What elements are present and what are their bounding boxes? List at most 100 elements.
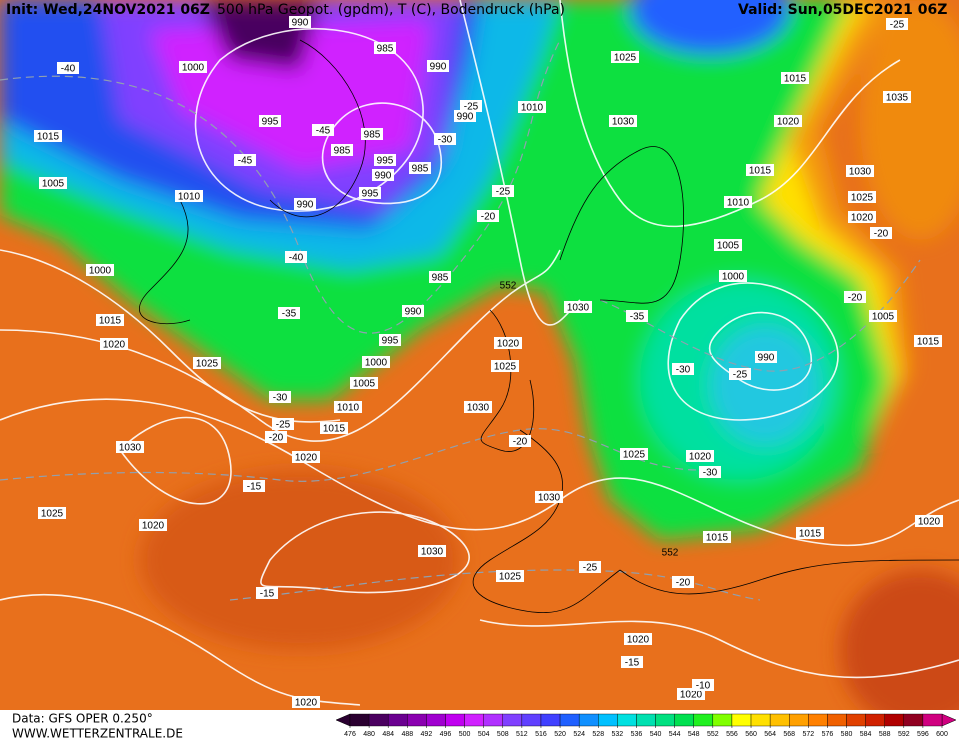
pressure-label: 1010 bbox=[337, 403, 360, 414]
pressure-label-box bbox=[848, 211, 876, 223]
temperature-label: -40 bbox=[61, 64, 76, 75]
pressure-label: 1020 bbox=[295, 453, 318, 464]
pressure-label-box bbox=[292, 451, 320, 463]
colorbar-tick-label: 536 bbox=[631, 731, 643, 738]
colorbar-swatch bbox=[827, 713, 847, 727]
colorbar-tick-label: 488 bbox=[401, 731, 413, 738]
colorbar-tick-label: 576 bbox=[822, 731, 834, 738]
pressure-label-box bbox=[755, 351, 777, 363]
colorbar-tick-label: 508 bbox=[497, 731, 509, 738]
colorbar-tick-label: 512 bbox=[516, 731, 528, 738]
pressure-label: 990 bbox=[297, 200, 314, 211]
pressure-label-box bbox=[846, 165, 874, 177]
pressure-label-box bbox=[624, 633, 652, 645]
pressure-label-box bbox=[746, 164, 774, 176]
pressure-label-box bbox=[869, 310, 897, 322]
pressure-label: 1000 bbox=[365, 358, 388, 369]
pressure-label: 1025 bbox=[494, 362, 517, 373]
temperature-label: -20 bbox=[513, 437, 528, 448]
colorbar-swatch bbox=[578, 713, 599, 727]
pressure-label: 1025 bbox=[196, 359, 219, 370]
temperature-label-box bbox=[729, 368, 751, 380]
pressure-label: 1005 bbox=[42, 179, 65, 190]
colorbar-tick-label: 500 bbox=[459, 731, 471, 738]
temperature-label-box bbox=[672, 576, 694, 588]
pressure-label-box bbox=[564, 301, 592, 313]
pressure-label: 1015 bbox=[917, 337, 940, 348]
colorbar-tick-label: 556 bbox=[726, 731, 738, 738]
pressure-label: 1030 bbox=[612, 117, 635, 128]
colorbar-tick-label: 476 bbox=[344, 731, 356, 738]
colorbar-tick-label: 568 bbox=[783, 731, 795, 738]
site-name: WWW.WETTERZENTRALE.DE bbox=[12, 727, 183, 741]
colorbar-tick-label: 548 bbox=[688, 731, 700, 738]
temperature-label: -20 bbox=[874, 229, 889, 240]
temperature-label-box bbox=[692, 679, 714, 691]
temperature-label-box bbox=[269, 391, 291, 403]
pressure-label: 1020 bbox=[295, 698, 318, 709]
temperature-label: -40 bbox=[289, 253, 304, 264]
temperature-label-box bbox=[844, 291, 866, 303]
pressure-label: 990 bbox=[430, 62, 447, 73]
colorbar-swatch bbox=[884, 713, 905, 727]
colorbar-tick-label: 520 bbox=[554, 731, 566, 738]
pressure-label-box bbox=[686, 450, 714, 462]
pressure-label: 1025 bbox=[41, 509, 64, 520]
map-labels: 990 985 1000 990 1015 1025 1035 1010 990 995 985 10… bbox=[34, 16, 943, 709]
pressure-label-box bbox=[883, 91, 911, 103]
temperature-label: -20 bbox=[848, 293, 863, 304]
pressure-label-box bbox=[292, 696, 320, 708]
pressure-label: 1020 bbox=[142, 521, 165, 532]
pressure-label: 1000 bbox=[722, 272, 745, 283]
pressure-label: 1020 bbox=[918, 517, 941, 528]
pressure-label-box bbox=[372, 169, 394, 181]
temperature-label: -15 bbox=[260, 589, 275, 600]
temperature-label: -45 bbox=[316, 126, 331, 137]
temperature-label: -30 bbox=[676, 365, 691, 376]
pressure-label: 1000 bbox=[182, 63, 205, 74]
colorbar-swatch bbox=[445, 713, 465, 727]
temperature-label: -30 bbox=[438, 135, 453, 146]
pressure-label: 1015 bbox=[99, 316, 122, 327]
pressure-label: 995 bbox=[377, 156, 394, 167]
colorbar-swatch bbox=[731, 713, 752, 727]
colorbar-swatch bbox=[559, 713, 580, 727]
temperature-label: -25 bbox=[276, 420, 291, 431]
temperature-label-box bbox=[243, 480, 265, 492]
colorbar-tick-label: 524 bbox=[573, 731, 585, 738]
pressure-label-box bbox=[611, 51, 639, 63]
colorbar-tick-label: 564 bbox=[764, 731, 776, 738]
coastlines bbox=[139, 39, 959, 613]
temperature-label-box bbox=[477, 210, 499, 222]
pressure-label: 1015 bbox=[749, 166, 772, 177]
colorbar-swatch bbox=[693, 713, 714, 727]
temperature-label-box bbox=[886, 18, 908, 30]
colorbar-tick-label: 516 bbox=[535, 731, 547, 738]
temperature-label-box bbox=[621, 656, 643, 668]
geopotential-label: 552 bbox=[500, 281, 517, 292]
temperature-label-box bbox=[312, 124, 334, 136]
pressure-label: 1020 bbox=[689, 452, 712, 463]
temperature-label: -25 bbox=[496, 187, 511, 198]
pressure-label-box bbox=[409, 162, 431, 174]
temperature-label-box bbox=[699, 466, 721, 478]
colorbar-swatch bbox=[808, 713, 828, 727]
valid-time: Valid: Sun,05DEC2021 06Z bbox=[738, 2, 947, 18]
pressure-label: 985 bbox=[334, 146, 351, 157]
colorbar-swatch bbox=[407, 713, 427, 727]
pressure-label: 1015 bbox=[37, 132, 60, 143]
temperature-label: -25 bbox=[890, 20, 905, 31]
colorbar-swatch bbox=[483, 713, 503, 727]
colorbar-swatch bbox=[674, 713, 694, 727]
pressure-label: 1020 bbox=[627, 635, 650, 646]
colorbar-swatch bbox=[636, 713, 656, 727]
pressure-label: 1030 bbox=[119, 443, 142, 454]
colorbar-tick-label: 580 bbox=[841, 731, 853, 738]
pressure-label-box bbox=[361, 128, 383, 140]
pressure-label-box bbox=[518, 101, 546, 113]
temperature-label: -30 bbox=[273, 393, 288, 404]
temperature-label: -20 bbox=[676, 578, 691, 589]
pressure-label: 1030 bbox=[567, 303, 590, 314]
pressure-label-box bbox=[402, 305, 424, 317]
